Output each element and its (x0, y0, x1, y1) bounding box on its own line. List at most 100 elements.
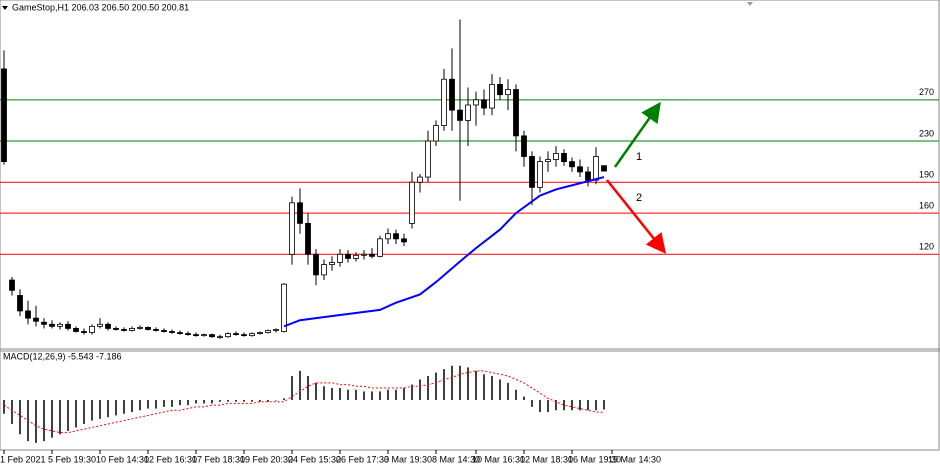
up-arrow (613, 101, 661, 168)
x-tick-label: 12 Mar 18:30 (520, 454, 573, 464)
macd-bar (139, 400, 141, 411)
macd-bar (443, 369, 445, 400)
macd-bar (243, 400, 245, 402)
x-tick-label: 24 Feb 15:30 (288, 454, 341, 464)
macd-bar (427, 376, 429, 400)
candle-body (441, 78, 447, 126)
candle-body (481, 99, 487, 109)
candle-body (41, 321, 47, 325)
candle-body (449, 78, 455, 111)
candle-body (289, 202, 295, 255)
x-tick-label: 19 Mar 14:30 (608, 454, 661, 464)
macd-bar (467, 367, 469, 400)
candle-body (489, 83, 495, 109)
candle-body (121, 329, 127, 331)
macd-bar (235, 400, 237, 402)
candle-body (17, 295, 23, 312)
macd-bar (267, 400, 269, 402)
annotation: 2 (636, 192, 642, 204)
candle-body (25, 310, 31, 319)
macd-bar (307, 376, 309, 400)
x-tick-label: 19 Feb 20:30 (240, 454, 293, 464)
candle-body (577, 166, 583, 173)
candle-body (433, 125, 439, 142)
candle-body (561, 152, 567, 163)
candle-body (129, 328, 135, 331)
macd-bar (435, 372, 437, 400)
candle-body (593, 156, 599, 181)
macd-bar (91, 400, 93, 421)
candle-body (1, 68, 7, 163)
macd-bar (11, 400, 13, 424)
level-label: 190 (919, 170, 934, 180)
candle-body (137, 327, 143, 329)
macd-bar (51, 400, 53, 438)
macd-bar (595, 400, 597, 411)
macd-bar (451, 365, 453, 400)
candle-body (417, 176, 423, 183)
candle-body (305, 222, 311, 255)
candle-body (177, 332, 183, 334)
macd-bar (99, 400, 101, 419)
level-label: 120 (919, 242, 934, 252)
macd-bar (331, 388, 333, 400)
x-tick-label: 10 Mar 16:30 (472, 454, 525, 464)
macd-bar (419, 379, 421, 400)
x-tick-label: 3 Mar 19:30 (384, 454, 432, 464)
candle-body (529, 156, 535, 188)
candle-body (89, 325, 95, 333)
chart-title: GameStop,H1 206.03 206.50 200.50 200.81 (12, 2, 189, 12)
macd-bar (339, 388, 341, 400)
candle-body (297, 202, 303, 224)
macd-bar (171, 400, 173, 407)
macd-bar (395, 389, 397, 400)
candle-body (353, 254, 359, 259)
macd-bar (123, 400, 125, 414)
candle-body (97, 323, 103, 327)
candle-body (337, 253, 343, 263)
macd-label: MACD(12,26,9) -5.543 -7.186 (3, 351, 122, 361)
macd-bar (515, 389, 517, 400)
macd-bar (363, 391, 365, 400)
macd-bar (203, 400, 205, 404)
macd-bar (347, 389, 349, 400)
macd-bar (251, 400, 253, 402)
candle-body (169, 331, 175, 333)
macd-bar (259, 400, 261, 402)
candle-body (185, 333, 191, 336)
candle-body (369, 253, 375, 257)
macd-bar (603, 400, 605, 410)
moving-average (283, 176, 605, 328)
macd-bar (475, 370, 477, 400)
plot-frame (0, 0, 940, 451)
x-tick-label: 8 Mar 14:30 (432, 454, 480, 464)
macd-bar (195, 400, 197, 404)
macd-bar (19, 400, 21, 435)
macd-bar (571, 400, 573, 411)
macd-bar (459, 365, 461, 400)
macd-bar (107, 400, 109, 418)
macd-bar (379, 391, 381, 400)
macd-bar (547, 400, 549, 412)
candle-body (401, 238, 407, 243)
x-tick-label: 17 Feb 18:30 (192, 454, 245, 464)
candle-body (201, 334, 207, 337)
candle-body (217, 336, 223, 339)
candle-body (241, 334, 247, 337)
macd-bar (115, 400, 117, 416)
candle-body (393, 233, 399, 240)
macd-bar (227, 400, 229, 402)
candle-body (537, 161, 543, 188)
x-tick-label: 16 Mar 19:30 (568, 454, 621, 464)
candle-body (345, 253, 351, 259)
menu-icon[interactable] (2, 6, 8, 10)
candle-body (473, 99, 479, 106)
candle-body (65, 323, 71, 329)
candle-body (497, 83, 503, 96)
macd-bar (275, 400, 277, 401)
macd-bar (67, 400, 69, 431)
candle-body (105, 323, 111, 329)
x-tick-label: 1 Feb 2021 (0, 454, 46, 464)
candle-body (465, 104, 471, 121)
macd-bar (539, 400, 541, 412)
